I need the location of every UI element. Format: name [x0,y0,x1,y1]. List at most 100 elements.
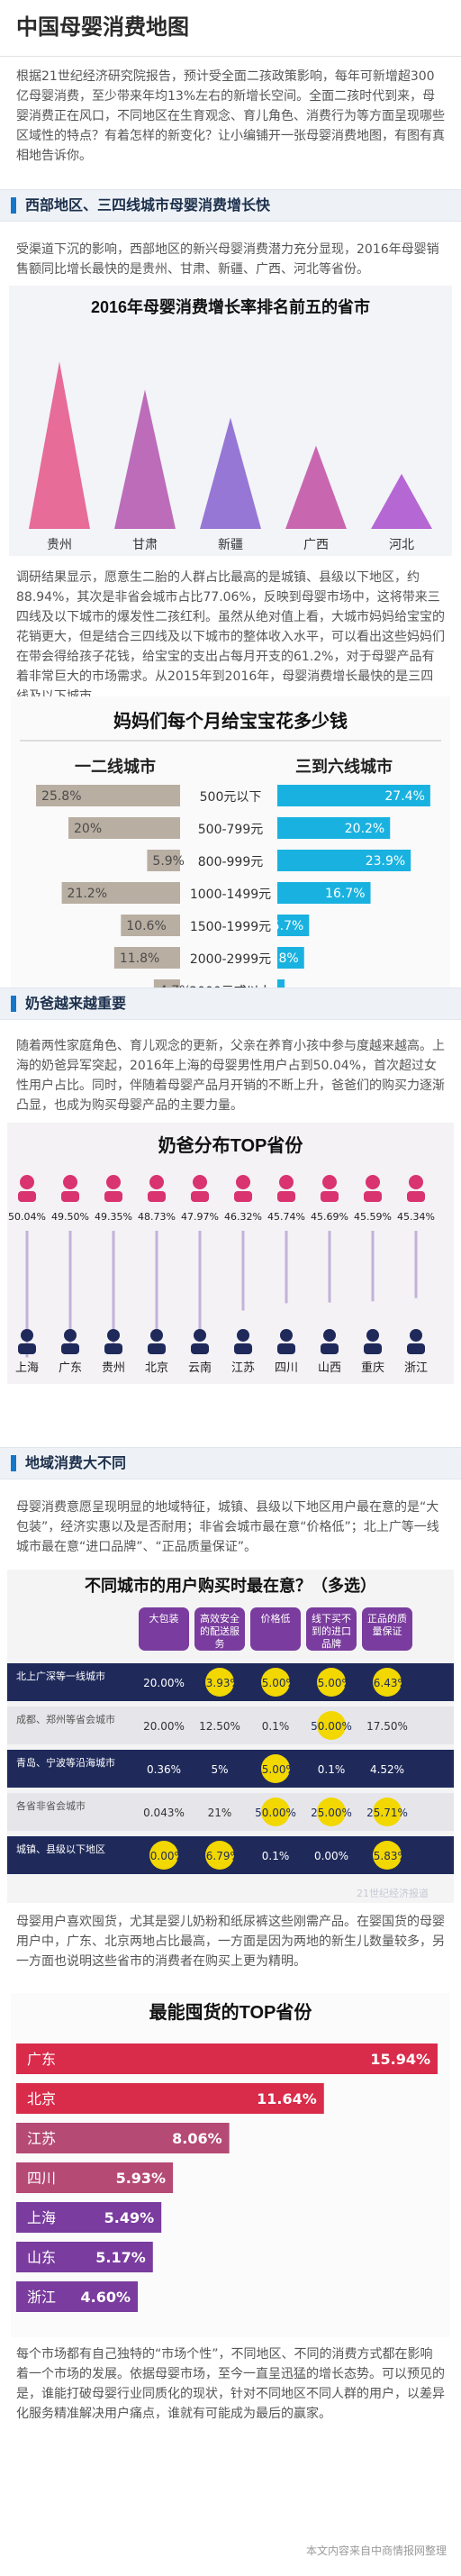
right-bar [277,915,310,936]
left-value: 11.8% [120,951,159,966]
concern-header-bg [250,1607,301,1651]
dad-figure-body [364,1343,382,1354]
concern-row-bg [7,1707,454,1744]
concern-value: 33.93% [199,1677,240,1689]
section-header-west: 西部地区、三四线城市母婴消费增长快 [0,189,461,222]
concern-header-bg [362,1607,412,1651]
section-header-region: 地域消费大不同 [0,1447,461,1479]
dad-figure-body [18,1343,36,1354]
right-value: 23.9% [366,854,405,869]
growth-cone [285,445,347,529]
concern-value: 4.52% [370,1763,404,1776]
dad-head-icon [106,1175,121,1189]
stock-value: 5.49% [104,2209,155,2226]
dad-body-icon [321,1191,339,1202]
growth-cone [114,389,176,529]
dad-body-icon [61,1191,79,1202]
spend-right-header: 三到六线城市 [295,757,393,776]
dad-head-icon [193,1175,207,1189]
footer-source: 本文内容来自中商情报网整理 [305,2544,447,2557]
left-value: 21.2% [68,887,107,901]
dad-figure-body [277,1343,295,1354]
dad-city: 北京 [145,1361,168,1375]
spend-category: 500元以下 [200,790,262,805]
concern-highlight [373,1841,402,1870]
concern-header-text: 价格低 [261,1612,291,1625]
concern-value: 25.71% [366,1807,408,1819]
stock-province: 四川 [27,2170,56,2187]
dad-city: 贵州 [102,1361,125,1375]
dad-city: 四川 [275,1361,298,1375]
concern-value: 25.83% [366,1850,408,1862]
dad-figure-body [407,1343,425,1354]
stock-bar [16,2162,174,2193]
growth-cone [29,361,90,529]
dad-city: 山西 [318,1361,341,1375]
spend-category: 1000-1499元 [190,887,271,902]
growth-cone [200,417,261,529]
dad-figure-head [410,1329,422,1342]
concern-header-text: 到的进口 [312,1625,351,1637]
concern-value: 12.50% [199,1720,240,1733]
dad-value: 49.35% [95,1211,132,1223]
stock-province: 广东 [27,2051,56,2068]
dad-body-icon [234,1191,252,1202]
dad-figure-head [194,1329,206,1342]
stock-province: 上海 [27,2209,56,2226]
left-bar [61,882,180,904]
concern-header-text: 的配送服 [200,1625,240,1637]
dad-head-icon [149,1175,164,1189]
concern-row-label: 北上广深等一线城市 [16,1670,105,1682]
concern-highlight [373,1798,402,1826]
dad-body-icon [148,1191,166,1202]
dad-figure-head [280,1329,293,1342]
dad-figure-body [104,1343,122,1354]
stock-province: 江苏 [27,2130,56,2147]
concern-value: 0.36% [147,1763,181,1776]
concern-table-title: 不同城市的用户购买时最在意？（多选） [85,1576,376,1595]
dad-figure-head [21,1329,33,1342]
concern-value: 17.50% [366,1720,408,1733]
dad-value: 50.04% [8,1211,46,1223]
concern-value: 25.00% [311,1677,352,1689]
dad-figure-head [237,1329,249,1342]
concern-header-text: 正品的质 [367,1612,407,1625]
concern-header-text: 量保证 [373,1625,402,1637]
dad-head-icon [236,1175,250,1189]
growth-cone [371,473,432,529]
spend-category: 2000-2999元 [190,952,271,967]
left-value: 10.6% [126,919,166,933]
dad-head-icon [409,1175,423,1189]
dads-chart-title: 奶爸分布TOP省份 [158,1134,304,1156]
top-bar: 中国母婴消费地图 [0,0,461,57]
dad-figure-body [321,1343,339,1354]
stock-bar [16,2281,139,2312]
right-value: 5.7% [272,919,304,933]
concern-header-text: 务 [215,1638,225,1650]
concern-value: 0.1% [262,1850,290,1862]
spend-category: 800-999元 [198,855,264,869]
concern-value: 25.00% [311,1807,352,1819]
dad-city: 浙江 [404,1361,428,1375]
stock-province: 山东 [27,2249,56,2266]
stock-chart-title: 最能囤货的TOP省份 [149,2001,313,2023]
dad-head-icon [366,1175,380,1189]
section3-text: 母婴消费意愿呈现明显的地域特征，城镇、县级以下地区用户最在意的是“大包装”，经济… [16,1500,439,1554]
right-value: 4.8% [267,951,299,966]
section2-text: 随着两性家庭角色、育儿观念的更新，父亲在养育小孩中参与度越来越高。上海的奶爸异军… [16,1039,445,1113]
left-value: 25.8% [41,789,81,804]
dad-head-icon [20,1175,34,1189]
stock-chart: 最能囤货的TOP省份 广东 15.94% 北京 11.64% 江苏 8.06% 四川 5.93… [11,1993,450,2337]
concern-value: 25.00% [255,1763,296,1776]
section-header-dads: 奶爸越来越重要 [0,988,461,1020]
right-value: 20.2% [345,822,384,836]
right-bar [277,850,411,871]
left-bar [68,817,180,839]
concern-table-note: 21世纪经济报道 [357,1887,429,1899]
concern-value: 0.043% [143,1807,185,1819]
section-accent-bar [11,996,16,1012]
divider [20,740,441,742]
left-value: 5.9% [152,854,185,869]
section-accent-bar [11,1455,16,1471]
concern-value: 26.43% [366,1677,408,1689]
